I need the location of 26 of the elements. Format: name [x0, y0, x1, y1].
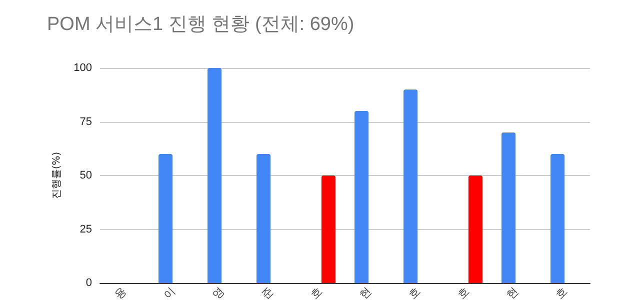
- x-tick-label: 이: [161, 284, 178, 302]
- y-tick-label: 25: [80, 223, 92, 236]
- y-axis-title: 진행률(%): [52, 152, 62, 200]
- x-tick-label: 호: [406, 284, 424, 302]
- x-tick-label: 용: [112, 284, 130, 302]
- bar: [468, 176, 482, 283]
- x-tick-label: 호: [308, 284, 326, 302]
- bar: [158, 154, 173, 283]
- bar: [208, 68, 222, 283]
- x-tick-label: 현: [504, 284, 522, 302]
- x-tick-label: 호: [455, 284, 472, 302]
- y-tick-label: 50: [80, 170, 92, 182]
- bar: [502, 132, 516, 283]
- x-tick-label: 영: [210, 284, 228, 302]
- bar: [256, 154, 271, 283]
- y-tick-label: 75: [80, 116, 92, 128]
- x-tick-label: 호: [553, 284, 570, 302]
- x-tick-label: 현: [357, 284, 374, 302]
- x-tick-label: 준: [259, 284, 276, 302]
- bar: [354, 111, 369, 283]
- y-tick-label: 0: [86, 277, 92, 289]
- bar: [404, 90, 418, 283]
- chart-title: POM 서비스1 진행 현황 (전체: 69%): [47, 14, 354, 35]
- bar: [321, 176, 336, 283]
- y-tick-label: 100: [74, 62, 92, 74]
- bar: [550, 154, 565, 283]
